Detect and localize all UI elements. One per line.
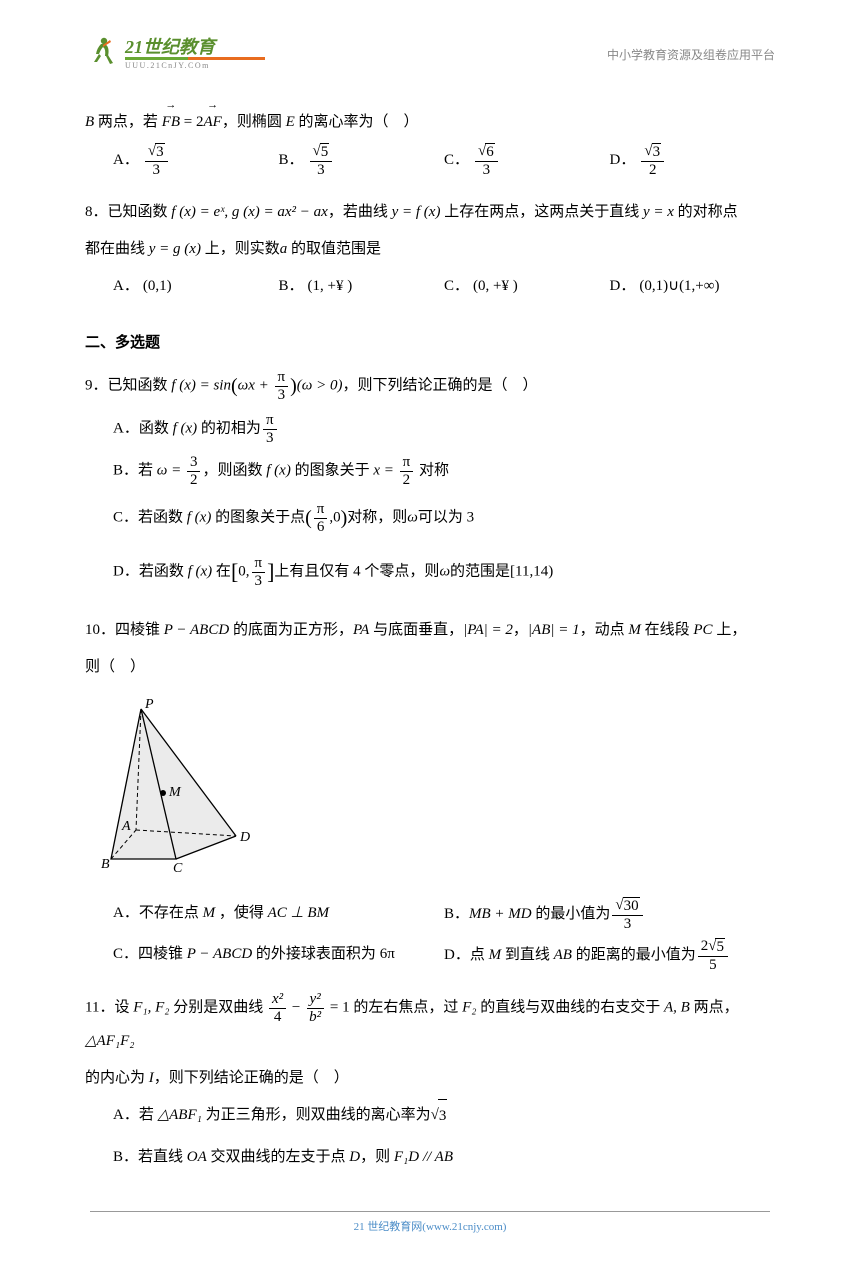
q9-opt-d: D．若函数 f (x) 在[0,π3]上有且仅有 4 个零点，则ω的范围是[11… [85, 548, 775, 596]
q10-opt-b: B．MB + MD 的最小值为303 [444, 897, 775, 932]
q9-opt-c: C．若函数 f (x) 的图象关于点(π6,0)对称，则ω可以为 3 [85, 496, 775, 540]
logo-underline [125, 57, 265, 60]
q8-options: A．(0,1) B．(1, +¥ ) C．(0, +¥ ) D．(0,1)∪(1… [85, 270, 775, 303]
q8-opt-b: B．(1, +¥ ) [279, 270, 445, 303]
page-footer: 21 世纪教育网(www.21cnjy.com) [0, 1211, 860, 1234]
logo-text: 21世纪教育 [125, 38, 265, 56]
q7-opt-c: C．63 [444, 143, 610, 178]
svg-text:M: M [168, 785, 182, 800]
logo: 21世纪教育 UUU.21CnJY.COm [85, 35, 265, 73]
q7-tc: 的离心率为（ ） [295, 114, 419, 130]
q11-num: 11． [85, 1000, 114, 1016]
footer-text: 21 世纪教育网(www.21cnjy.com) [354, 1221, 507, 1233]
q7-vec-fb: FB [162, 104, 180, 139]
q7-tb: ，则椭圆 [222, 114, 286, 130]
q8-opt-a: A．(0,1) [113, 270, 279, 303]
pyramid-figure: P A B C D M [101, 694, 261, 874]
q11-opt-a: A．若 △ABF₁ 为正三角形，则双曲线的离心率为3 [85, 1099, 775, 1133]
q8-num: 8． [85, 204, 108, 220]
header-right-text: 中小学教育资源及组卷应用平台 [607, 46, 775, 63]
q7-text: 两点，若 [94, 114, 162, 130]
section-2-title: 二、多选题 [85, 331, 775, 352]
q7-e: E [286, 114, 295, 130]
q7-opt-d: D．32 [610, 143, 776, 178]
q10-num: 10． [85, 622, 115, 638]
question-9: 9．已知函数 f (x) = sin(ωx + π3)(ω > 0)，则下列结论… [85, 364, 775, 596]
q10-options: A．不存在点 M ，使得 AC ⊥ BM B．MB + MD 的最小值为303 … [85, 897, 775, 973]
q7-opt-a: A．33 [113, 143, 279, 178]
logo-url: UUU.21CnJY.COm [125, 61, 265, 70]
q10-opt-c: C．四棱锥 P − ABCD 的外接球表面积为 6π [113, 938, 444, 973]
svg-text:B: B [101, 857, 110, 872]
question-8: 8．已知函数 f (x) = eˣ, g (x) = ax² − ax，若曲线 … [85, 196, 775, 303]
q8-opt-c: C．(0, +¥ ) [444, 270, 610, 303]
q7-vec-af: AF [203, 104, 221, 139]
q7-b-var: B [85, 114, 94, 130]
q9-num: 9． [85, 377, 108, 393]
q9-opt-b: B．若 ω = 32，则函数 f (x) 的图象关于 x = π2 对称 [85, 454, 775, 488]
q10-opt-d: D．点 M 到直线 AB 的距离的最小值为255 [444, 938, 775, 973]
q11-opt-b: B．若直线 OA 交双曲线的左支于点 D，则 F₁D // AB [85, 1141, 775, 1174]
svg-text:D: D [239, 830, 250, 845]
q7-options: A．33 B．53 C．63 D．32 [85, 143, 775, 178]
logo-icon [85, 35, 123, 73]
question-10: 10．四棱锥 P − ABCD 的底面为正方形，PA 与底面垂直，|PA| = … [85, 614, 775, 973]
q7-eq: = 2 [180, 114, 203, 130]
q7-opt-b: B．53 [279, 143, 445, 178]
svg-text:A: A [121, 819, 131, 834]
question-11: 11．设 F₁, F₂ 分别是双曲线 x²4 − y²b² = 1 的左右焦点，… [85, 991, 775, 1174]
question-7-continued: B 两点，若 FB = 2AF，则椭圆 E 的离心率为（ ） A．33 B．53… [85, 104, 775, 178]
svg-text:P: P [144, 697, 154, 712]
q10-opt-a: A．不存在点 M ，使得 AC ⊥ BM [113, 897, 444, 932]
q9-opt-a: A．函数 f (x) 的初相为π3 [85, 412, 775, 446]
q8-opt-d: D．(0,1)∪(1,+∞) [610, 270, 776, 303]
page-header: 21世纪教育 UUU.21CnJY.COm 中小学教育资源及组卷应用平台 [85, 30, 775, 78]
svg-text:C: C [173, 861, 183, 874]
